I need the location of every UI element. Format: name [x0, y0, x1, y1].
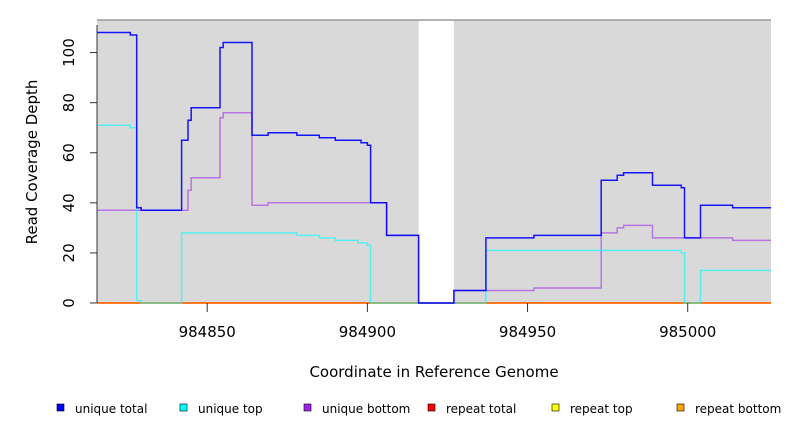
x-axis-label: Coordinate in Reference Genome: [309, 363, 558, 381]
y-tick-label: 80: [60, 93, 78, 112]
x-tick-label: 985000: [659, 323, 716, 341]
legend-label: repeat top: [570, 402, 633, 416]
legend-swatch: [551, 403, 560, 412]
legend: unique total unique top unique bottom repea…: [56, 402, 781, 416]
legend-label: unique top: [198, 402, 263, 416]
legend-label: unique total: [75, 402, 147, 416]
shaded-region: [97, 20, 419, 303]
legend-swatch: [56, 403, 65, 412]
shaded-region: [453, 20, 771, 303]
y-tick-label: 0: [60, 298, 78, 308]
legend-label: repeat bottom: [695, 402, 781, 416]
series-line-unique-total: [97, 31, 771, 304]
axes: 0 20 40 60 80 100 984850 984900 984950 985000: [60, 25, 716, 341]
y-tick-label: 100: [60, 38, 78, 67]
legend-swatch: [179, 403, 188, 412]
legend-swatch: [427, 403, 436, 412]
legend-label: repeat total: [446, 402, 516, 416]
legend-label: unique bottom: [322, 402, 410, 416]
series-lines: [97, 31, 771, 304]
x-tick-label: 984950: [499, 323, 556, 341]
x-tick-label: 984850: [179, 323, 236, 341]
y-tick-label: 40: [60, 193, 78, 212]
plot-background: [97, 19, 771, 303]
y-tick-label: 20: [60, 243, 78, 262]
x-tick-label: 984900: [339, 323, 396, 341]
y-tick-label: 60: [60, 143, 78, 162]
legend-swatch: [676, 403, 685, 412]
legend-swatch: [303, 403, 312, 412]
y-axis-label: Read Coverage Depth: [23, 80, 41, 245]
series-line-unique-top: [97, 124, 771, 304]
